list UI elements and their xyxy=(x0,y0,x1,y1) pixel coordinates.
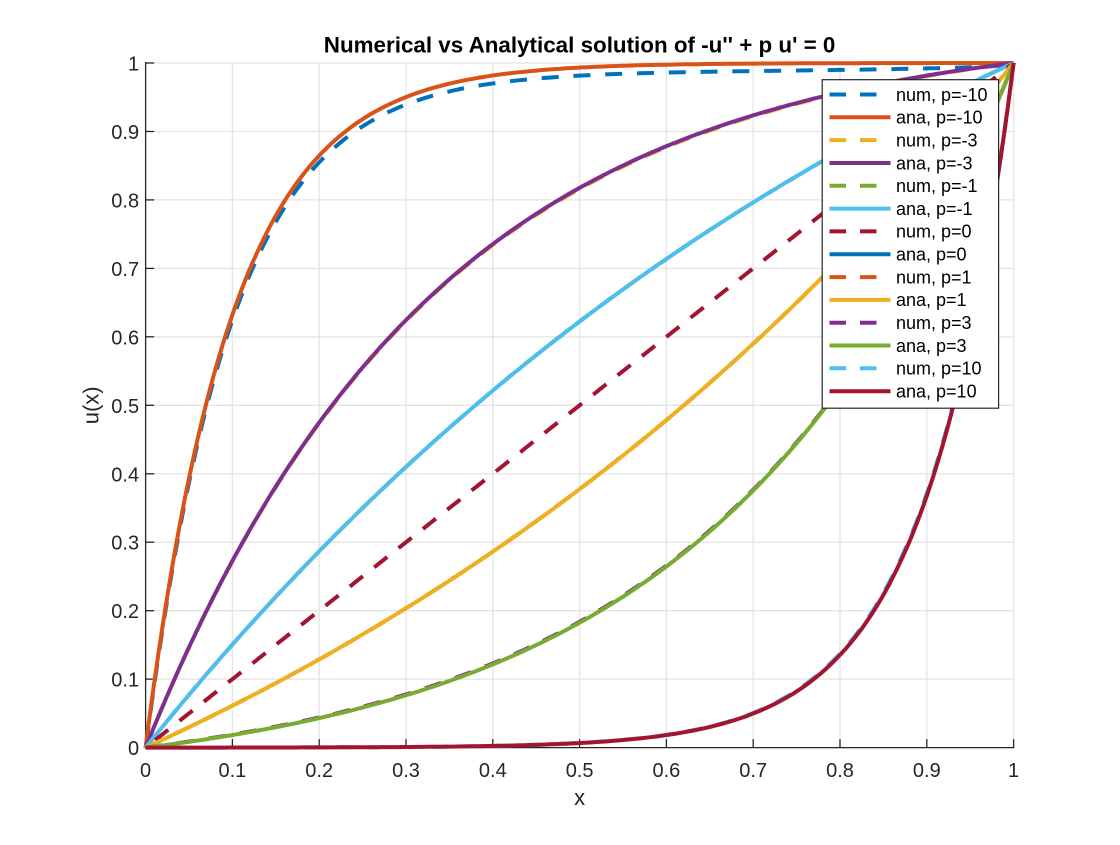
svg-text:num, p=-1: num, p=-1 xyxy=(896,176,978,196)
svg-text:0.4: 0.4 xyxy=(111,464,139,486)
svg-text:num, p=0: num, p=0 xyxy=(896,222,972,242)
svg-text:ana, p=-10: ana, p=-10 xyxy=(896,108,983,128)
svg-text:0.9: 0.9 xyxy=(913,760,941,782)
svg-text:0.8: 0.8 xyxy=(111,190,139,212)
svg-text:num, p=-10: num, p=-10 xyxy=(896,85,988,105)
svg-text:num, p=3: num, p=3 xyxy=(896,313,972,333)
svg-text:0.8: 0.8 xyxy=(826,760,854,782)
svg-text:ana, p=1: ana, p=1 xyxy=(896,290,967,310)
svg-text:0.2: 0.2 xyxy=(305,760,333,782)
svg-text:u(x): u(x) xyxy=(79,386,104,424)
svg-text:0.3: 0.3 xyxy=(111,533,139,555)
svg-text:0.5: 0.5 xyxy=(111,396,139,418)
svg-text:0.6: 0.6 xyxy=(111,327,139,349)
svg-text:0.1: 0.1 xyxy=(111,670,139,692)
svg-text:ana, p=0: ana, p=0 xyxy=(896,245,967,265)
svg-text:0.5: 0.5 xyxy=(566,760,594,782)
svg-text:0.9: 0.9 xyxy=(111,122,139,144)
svg-text:0.2: 0.2 xyxy=(111,601,139,623)
svg-text:1: 1 xyxy=(1008,760,1019,782)
svg-text:0.6: 0.6 xyxy=(652,760,680,782)
svg-text:num, p=-3: num, p=-3 xyxy=(896,130,978,150)
svg-text:1: 1 xyxy=(128,54,139,76)
svg-text:ana, p=10: ana, p=10 xyxy=(896,382,977,402)
svg-text:0.7: 0.7 xyxy=(739,760,767,782)
svg-text:ana, p=-1: ana, p=-1 xyxy=(896,199,973,219)
svg-text:0.3: 0.3 xyxy=(392,760,420,782)
svg-text:ana, p=3: ana, p=3 xyxy=(896,336,967,356)
svg-text:num, p=1: num, p=1 xyxy=(896,267,972,287)
svg-text:x: x xyxy=(574,785,585,810)
svg-text:0.4: 0.4 xyxy=(479,760,507,782)
svg-text:Numerical vs Analytical soluti: Numerical vs Analytical solution of -u''… xyxy=(324,33,836,58)
svg-text:0: 0 xyxy=(128,738,139,760)
svg-text:0.7: 0.7 xyxy=(111,259,139,281)
svg-text:ana, p=-3: ana, p=-3 xyxy=(896,153,973,173)
svg-text:num, p=10: num, p=10 xyxy=(896,359,982,379)
svg-text:0: 0 xyxy=(140,760,151,782)
svg-text:0.1: 0.1 xyxy=(218,760,246,782)
